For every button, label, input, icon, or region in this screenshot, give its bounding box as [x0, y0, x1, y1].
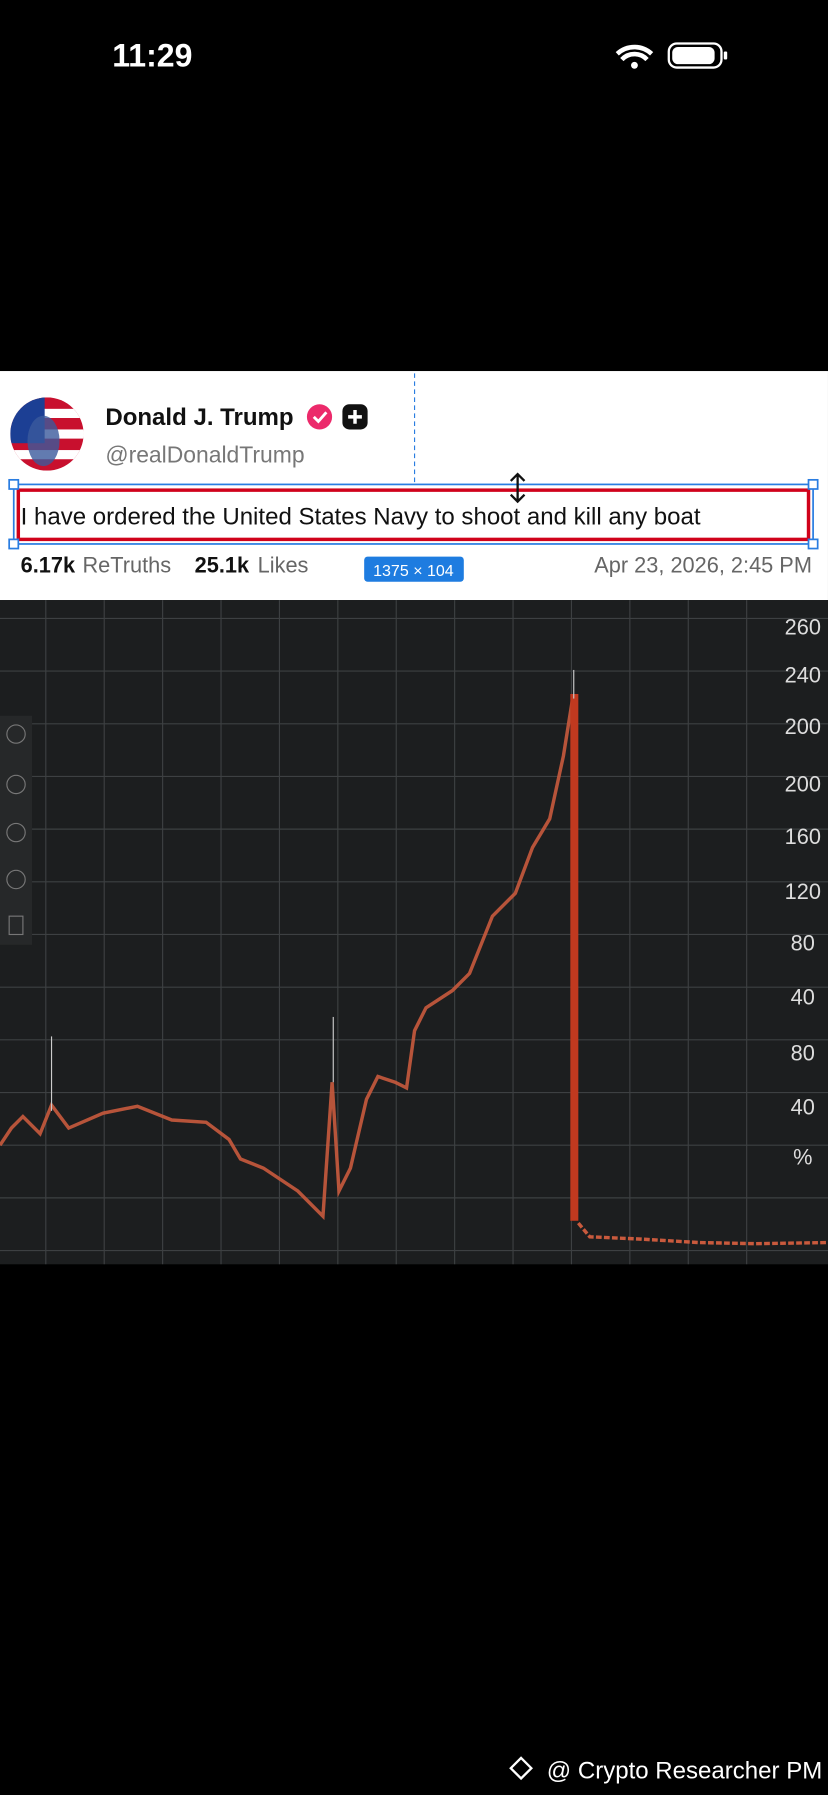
crash-candle: [570, 693, 579, 1221]
selection-handles: [8, 478, 819, 550]
resize-cursor: [509, 472, 526, 504]
post-date: Apr 23, 2026, 2:45 PM: [594, 553, 812, 578]
post-handle: @realDonaldTrump: [105, 442, 304, 468]
highlight-box: [16, 488, 811, 542]
price-tail: [577, 1221, 828, 1246]
watermark: @ Crypto Researcher PM: [547, 1757, 822, 1784]
avatar: [10, 397, 84, 471]
retruths-count: 6.17k: [21, 553, 76, 578]
watermark-logo: [509, 1756, 533, 1781]
dimension-badge: [364, 556, 464, 582]
chart-toolbar: [0, 715, 33, 945]
likes-label: Likes: [258, 553, 309, 578]
axis-label: 200: [785, 714, 821, 739]
axis-label: 80: [791, 1040, 815, 1065]
status-icons: [615, 42, 728, 69]
axis-label: 120: [785, 879, 821, 904]
chart-image: [0, 600, 828, 1265]
chart-axis: 260 240 200 200 160 120 80 40 80 40%: [785, 614, 821, 1169]
axis-label: 160: [785, 824, 821, 849]
likes-count: 25.1k: [195, 553, 250, 578]
axis-label: 200: [785, 771, 821, 796]
axis-label: %: [793, 1145, 812, 1170]
axis-label: 40: [791, 984, 815, 1009]
axis-label: 260: [785, 614, 821, 639]
verified-badge: [306, 404, 333, 430]
selection-box: [12, 483, 814, 545]
price-line: [0, 698, 575, 1221]
retruths-label: ReTruths: [82, 553, 171, 578]
post-name: Donald J. Trump: [105, 404, 293, 431]
verified-check: [312, 411, 328, 424]
axis-label: 240: [785, 663, 821, 688]
axis-label: 40: [791, 1094, 815, 1119]
dimension-text: 1375 × 104: [373, 562, 454, 580]
plus-sign: [348, 409, 362, 424]
axis-label: 80: [791, 931, 815, 956]
status-time: 11:29: [112, 37, 192, 73]
post-text: I have ordered the United States Navy to…: [21, 504, 701, 531]
